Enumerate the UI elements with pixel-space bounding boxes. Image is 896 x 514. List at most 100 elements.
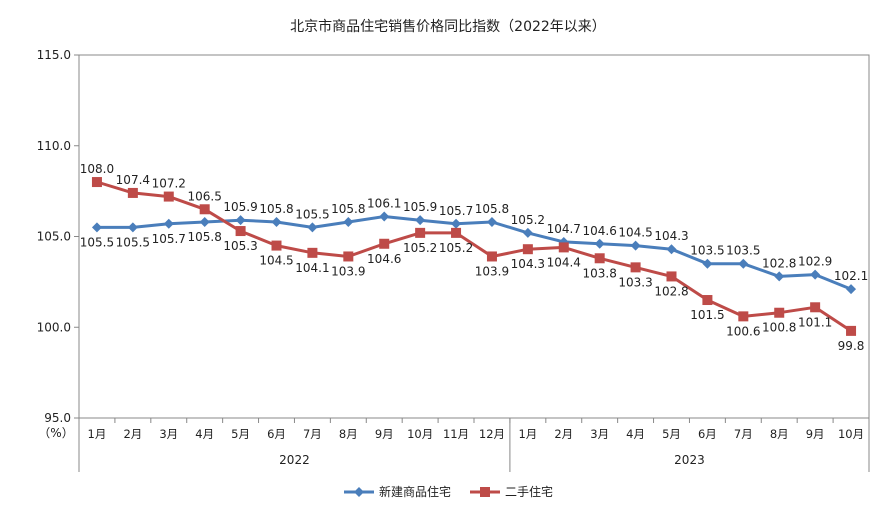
data-point-1 [343,216,354,227]
data-point-1 [307,222,318,233]
data-point-2 [522,244,533,255]
data-point-2 [307,247,318,258]
data-point-2 [594,253,605,264]
data-label-2: 103.9 [331,264,365,278]
data-label-2: 104.3 [511,257,545,271]
data-point-2 [379,238,390,249]
data-point-1 [846,284,857,295]
data-label-2: 99.8 [838,339,865,353]
data-point-2 [666,271,677,282]
data-label-2: 100.6 [726,324,760,338]
data-label-1: 102.9 [798,255,832,269]
x-category-label: 4月 [195,427,214,441]
data-point-2 [91,177,102,188]
data-label-1: 102.8 [762,256,796,270]
data-point-1 [235,215,246,226]
data-point-2 [810,302,821,313]
data-point-1 [702,258,713,269]
x-category-label: 1月 [88,427,107,441]
x-category-label: 2月 [123,427,142,441]
data-label-1: 105.5 [116,235,150,249]
data-point-2 [199,204,210,215]
x-category-label: 10月 [838,427,864,441]
data-point-1 [594,238,605,249]
data-point-2 [163,191,174,202]
data-point-1 [91,222,102,233]
x-category-label: 11月 [443,427,469,441]
x-category-label: 9月 [806,427,825,441]
data-label-2: 107.2 [152,177,186,191]
x-category-label: 8月 [770,427,789,441]
data-point-1 [666,244,677,255]
data-label-1: 102.1 [834,269,868,283]
data-label-2: 102.8 [654,284,688,298]
data-label-2: 104.1 [295,261,329,275]
x-category-label: 5月 [662,427,681,441]
data-point-2 [415,227,426,238]
x-category-label: 3月 [159,427,178,441]
x-category-label: 1月 [518,427,537,441]
legend-marker-1 [354,487,364,497]
data-label-1: 105.8 [475,202,509,216]
y-tick-label: 115.0 [37,48,71,62]
legend-label-2: 二手住宅 [505,484,553,499]
data-label-2: 104.4 [547,255,581,269]
data-label-1: 105.9 [403,200,437,214]
y-tick-label: 105.0 [37,230,71,244]
data-label-1: 104.5 [618,226,652,240]
data-label-2: 105.2 [439,241,473,255]
data-label-1: 103.5 [726,244,760,258]
data-point-1 [738,258,749,269]
y-tick-label: 100.0 [37,320,71,334]
data-label-2: 107.4 [116,173,150,187]
data-point-1 [199,216,210,227]
data-label-2: 100.8 [762,321,796,335]
y-tick-label: 110.0 [37,139,71,153]
data-point-1 [379,211,390,222]
data-point-1 [486,216,497,227]
data-point-2 [486,251,497,262]
data-point-2 [235,226,246,237]
data-point-1 [451,218,462,229]
data-point-1 [271,216,282,227]
data-point-2 [702,295,713,306]
data-point-2 [127,187,138,198]
data-point-1 [127,222,138,233]
x-category-label: 12月 [479,427,505,441]
data-label-1: 105.5 [80,235,114,249]
x-category-label: 6月 [267,427,286,441]
y-tick-label: 95.0 [44,411,71,425]
year-label: 2022 [279,453,310,467]
data-label-1: 104.3 [654,229,688,243]
data-point-1 [630,240,641,251]
data-label-1: 103.5 [690,244,724,258]
data-label-2: 103.9 [475,264,509,278]
data-label-1: 105.9 [223,200,257,214]
data-label-2: 101.1 [798,315,832,329]
x-category-label: 9月 [375,427,394,441]
data-label-1: 105.8 [188,230,222,244]
data-point-2 [271,240,282,251]
data-label-1: 106.1 [367,197,401,211]
data-label-1: 104.6 [583,224,617,238]
series-layer [91,177,857,336]
data-label-2: 103.3 [618,275,652,289]
x-category-label: 7月 [303,427,322,441]
legend: 新建商品住宅 二手住宅 [344,484,553,499]
data-label-2: 104.5 [259,254,293,268]
data-point-2 [738,311,749,322]
data-label-1: 105.2 [511,213,545,227]
legend-label-1: 新建商品住宅 [379,484,451,499]
data-point-1 [522,227,533,238]
data-point-1 [774,271,785,282]
data-label-2: 108.0 [80,162,114,176]
y-unit-label: （%） [38,426,73,440]
data-label-2: 105.3 [223,239,257,253]
data-point-2 [630,262,641,273]
data-label-1: 104.7 [547,222,581,236]
data-point-2 [558,242,569,253]
data-label-1: 105.8 [331,202,365,216]
x-category-label: 10月 [407,427,433,441]
data-point-1 [415,215,426,226]
